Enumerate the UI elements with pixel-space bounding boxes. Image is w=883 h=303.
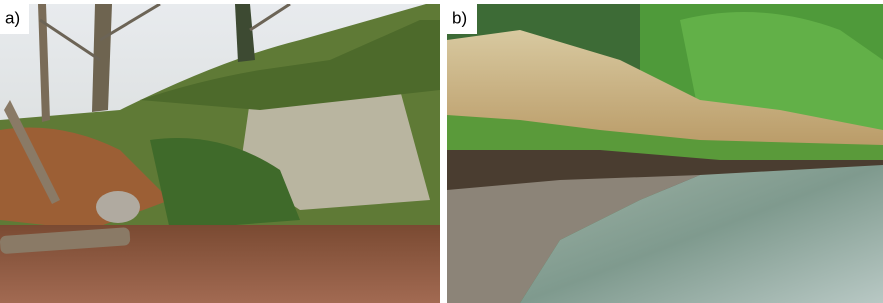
photo-b [447, 4, 883, 303]
photo-a [0, 0, 440, 303]
panel-label: a) [5, 8, 20, 27]
panel-label: b) [452, 8, 467, 27]
figure: a) b) [0, 0, 883, 303]
